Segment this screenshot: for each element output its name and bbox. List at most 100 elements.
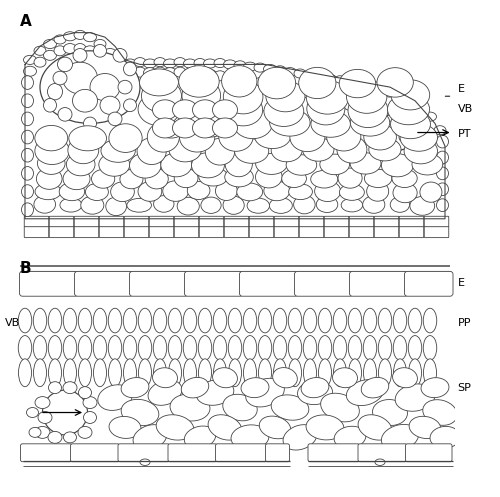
Ellipse shape bbox=[168, 308, 182, 333]
Ellipse shape bbox=[224, 60, 236, 69]
Ellipse shape bbox=[84, 412, 96, 423]
Ellipse shape bbox=[44, 50, 57, 60]
Ellipse shape bbox=[108, 112, 122, 126]
Ellipse shape bbox=[273, 335, 287, 360]
Ellipse shape bbox=[109, 124, 142, 153]
Ellipse shape bbox=[78, 359, 92, 387]
FancyBboxPatch shape bbox=[324, 216, 349, 227]
Ellipse shape bbox=[320, 154, 350, 174]
Ellipse shape bbox=[163, 181, 188, 201]
Ellipse shape bbox=[92, 169, 115, 188]
Ellipse shape bbox=[156, 415, 194, 440]
Ellipse shape bbox=[177, 197, 200, 215]
Ellipse shape bbox=[266, 81, 305, 112]
Ellipse shape bbox=[377, 68, 414, 97]
Ellipse shape bbox=[22, 94, 34, 107]
Ellipse shape bbox=[294, 86, 306, 96]
Ellipse shape bbox=[42, 390, 88, 435]
Ellipse shape bbox=[154, 359, 166, 387]
Ellipse shape bbox=[393, 335, 407, 360]
Ellipse shape bbox=[198, 359, 211, 387]
Ellipse shape bbox=[246, 378, 284, 407]
Ellipse shape bbox=[124, 59, 136, 68]
FancyBboxPatch shape bbox=[74, 271, 133, 296]
Ellipse shape bbox=[228, 359, 241, 387]
FancyBboxPatch shape bbox=[424, 216, 449, 227]
Ellipse shape bbox=[380, 137, 390, 146]
FancyBboxPatch shape bbox=[149, 216, 174, 227]
FancyBboxPatch shape bbox=[274, 226, 299, 238]
FancyBboxPatch shape bbox=[216, 444, 267, 462]
Ellipse shape bbox=[394, 128, 406, 138]
Ellipse shape bbox=[341, 198, 362, 212]
Ellipse shape bbox=[306, 81, 348, 114]
Ellipse shape bbox=[64, 32, 76, 41]
Ellipse shape bbox=[18, 359, 32, 387]
Ellipse shape bbox=[174, 58, 186, 67]
Ellipse shape bbox=[183, 308, 197, 333]
Ellipse shape bbox=[48, 359, 62, 387]
Ellipse shape bbox=[58, 57, 72, 72]
Ellipse shape bbox=[333, 335, 347, 360]
Ellipse shape bbox=[311, 111, 350, 137]
Ellipse shape bbox=[212, 368, 238, 388]
Ellipse shape bbox=[137, 138, 166, 165]
Ellipse shape bbox=[34, 196, 56, 213]
Text: SP: SP bbox=[458, 383, 471, 393]
Ellipse shape bbox=[84, 33, 96, 42]
Ellipse shape bbox=[127, 198, 152, 212]
Ellipse shape bbox=[178, 66, 219, 97]
Ellipse shape bbox=[350, 109, 390, 136]
Ellipse shape bbox=[393, 308, 407, 333]
Ellipse shape bbox=[264, 65, 276, 74]
Ellipse shape bbox=[201, 197, 221, 213]
Ellipse shape bbox=[274, 66, 286, 75]
Ellipse shape bbox=[290, 123, 325, 152]
Ellipse shape bbox=[344, 100, 356, 110]
Ellipse shape bbox=[421, 378, 449, 398]
Ellipse shape bbox=[394, 91, 406, 101]
Ellipse shape bbox=[301, 378, 329, 398]
Ellipse shape bbox=[106, 197, 126, 216]
Ellipse shape bbox=[320, 393, 360, 422]
Ellipse shape bbox=[288, 308, 302, 333]
Ellipse shape bbox=[22, 76, 34, 89]
Ellipse shape bbox=[170, 394, 210, 421]
Ellipse shape bbox=[364, 83, 376, 91]
Ellipse shape bbox=[196, 380, 234, 405]
Ellipse shape bbox=[318, 359, 332, 387]
Ellipse shape bbox=[90, 74, 120, 101]
Ellipse shape bbox=[423, 335, 437, 360]
Ellipse shape bbox=[393, 183, 417, 203]
Ellipse shape bbox=[260, 416, 290, 439]
Ellipse shape bbox=[225, 152, 252, 177]
Ellipse shape bbox=[44, 39, 57, 49]
Ellipse shape bbox=[258, 335, 272, 360]
Ellipse shape bbox=[244, 359, 256, 387]
Ellipse shape bbox=[434, 155, 446, 165]
FancyBboxPatch shape bbox=[350, 271, 408, 296]
Ellipse shape bbox=[108, 335, 122, 360]
Text: B: B bbox=[20, 261, 32, 276]
Ellipse shape bbox=[104, 49, 117, 58]
Ellipse shape bbox=[234, 139, 268, 164]
Ellipse shape bbox=[74, 44, 86, 54]
Ellipse shape bbox=[58, 107, 72, 121]
Ellipse shape bbox=[98, 385, 132, 411]
Ellipse shape bbox=[108, 359, 122, 387]
Ellipse shape bbox=[316, 196, 338, 213]
Ellipse shape bbox=[184, 426, 216, 449]
Ellipse shape bbox=[140, 459, 150, 465]
FancyBboxPatch shape bbox=[299, 216, 324, 227]
Ellipse shape bbox=[306, 415, 344, 440]
Ellipse shape bbox=[188, 181, 210, 199]
Ellipse shape bbox=[369, 138, 401, 161]
Ellipse shape bbox=[374, 85, 386, 94]
Ellipse shape bbox=[223, 394, 257, 421]
Ellipse shape bbox=[400, 124, 438, 151]
Ellipse shape bbox=[180, 123, 215, 152]
Ellipse shape bbox=[237, 183, 262, 201]
Ellipse shape bbox=[298, 68, 336, 98]
Ellipse shape bbox=[430, 426, 460, 448]
Ellipse shape bbox=[436, 135, 448, 148]
